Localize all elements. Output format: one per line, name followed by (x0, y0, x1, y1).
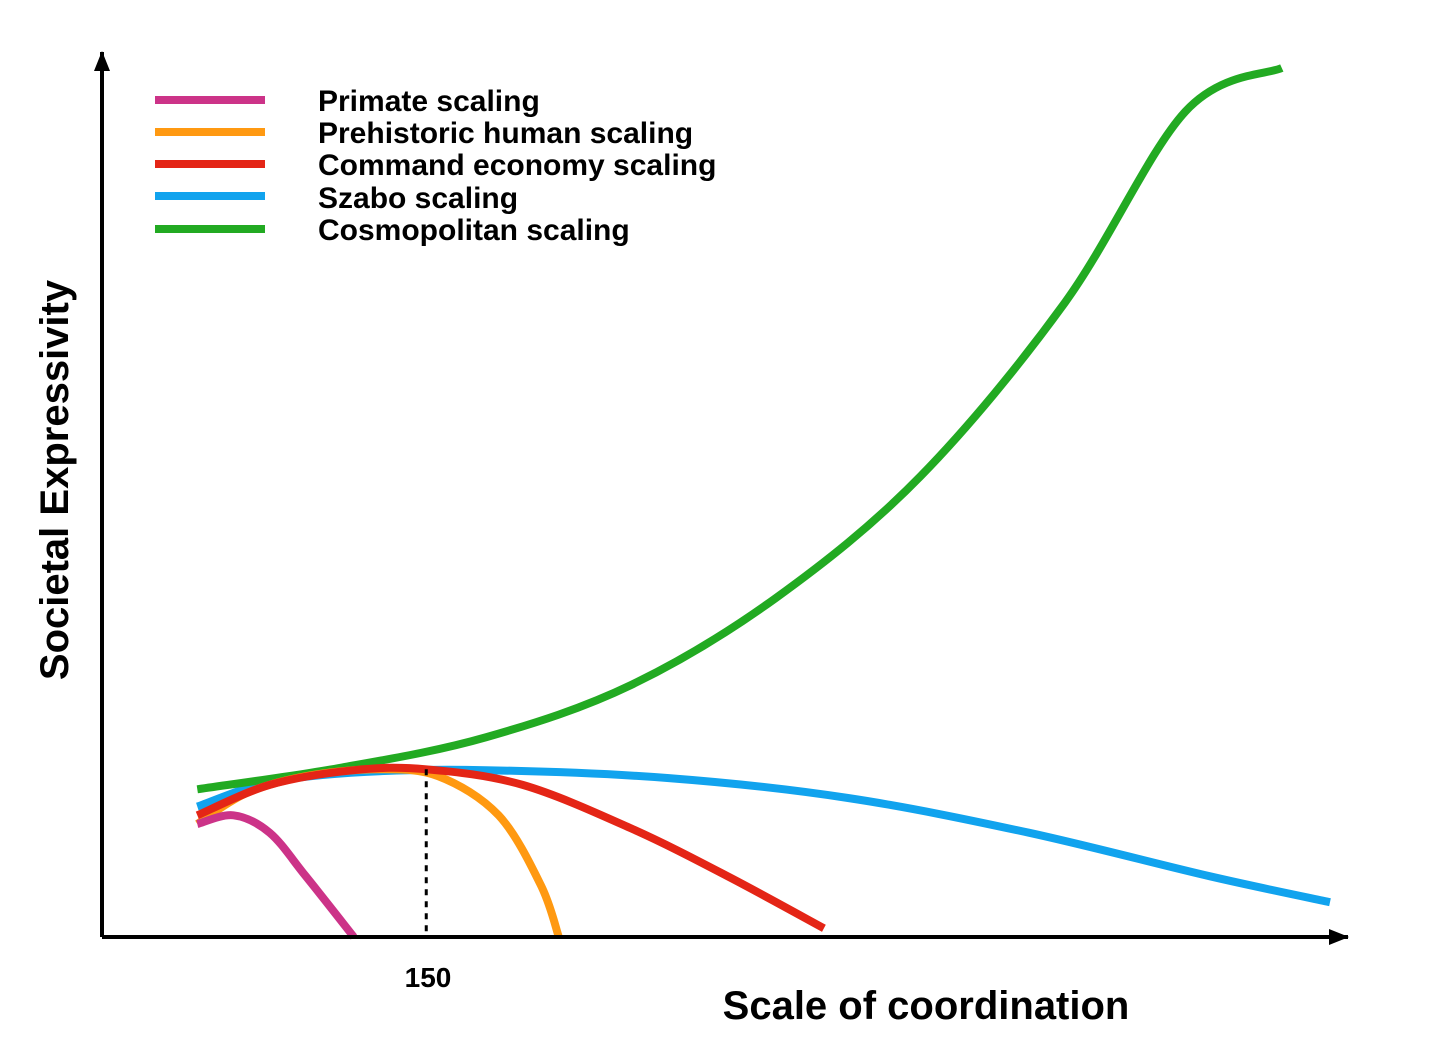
series-line-szabo (195, 765, 1331, 907)
series-layer (195, 64, 1331, 940)
legend: Primate scaling Prehistoric human scalin… (155, 85, 716, 247)
x-tick-label-150: 150 (405, 962, 452, 993)
legend-label-cosmopolitan: Cosmopolitan scaling (318, 214, 630, 247)
y-axis-label: Societal Expressivity (33, 279, 77, 680)
legend-label-primate: Primate scaling (318, 85, 540, 118)
x-axis-label: Scale of coordination (723, 984, 1130, 1028)
series-line-cosmopolitan (196, 64, 1284, 794)
series-line-primate (196, 811, 358, 940)
legend-label-prehistoric: Prehistoric human scaling (318, 117, 693, 150)
legend-label-szabo: Szabo scaling (318, 182, 518, 215)
series-line-command (195, 763, 826, 932)
legend-label-command: Command economy scaling (318, 149, 716, 182)
